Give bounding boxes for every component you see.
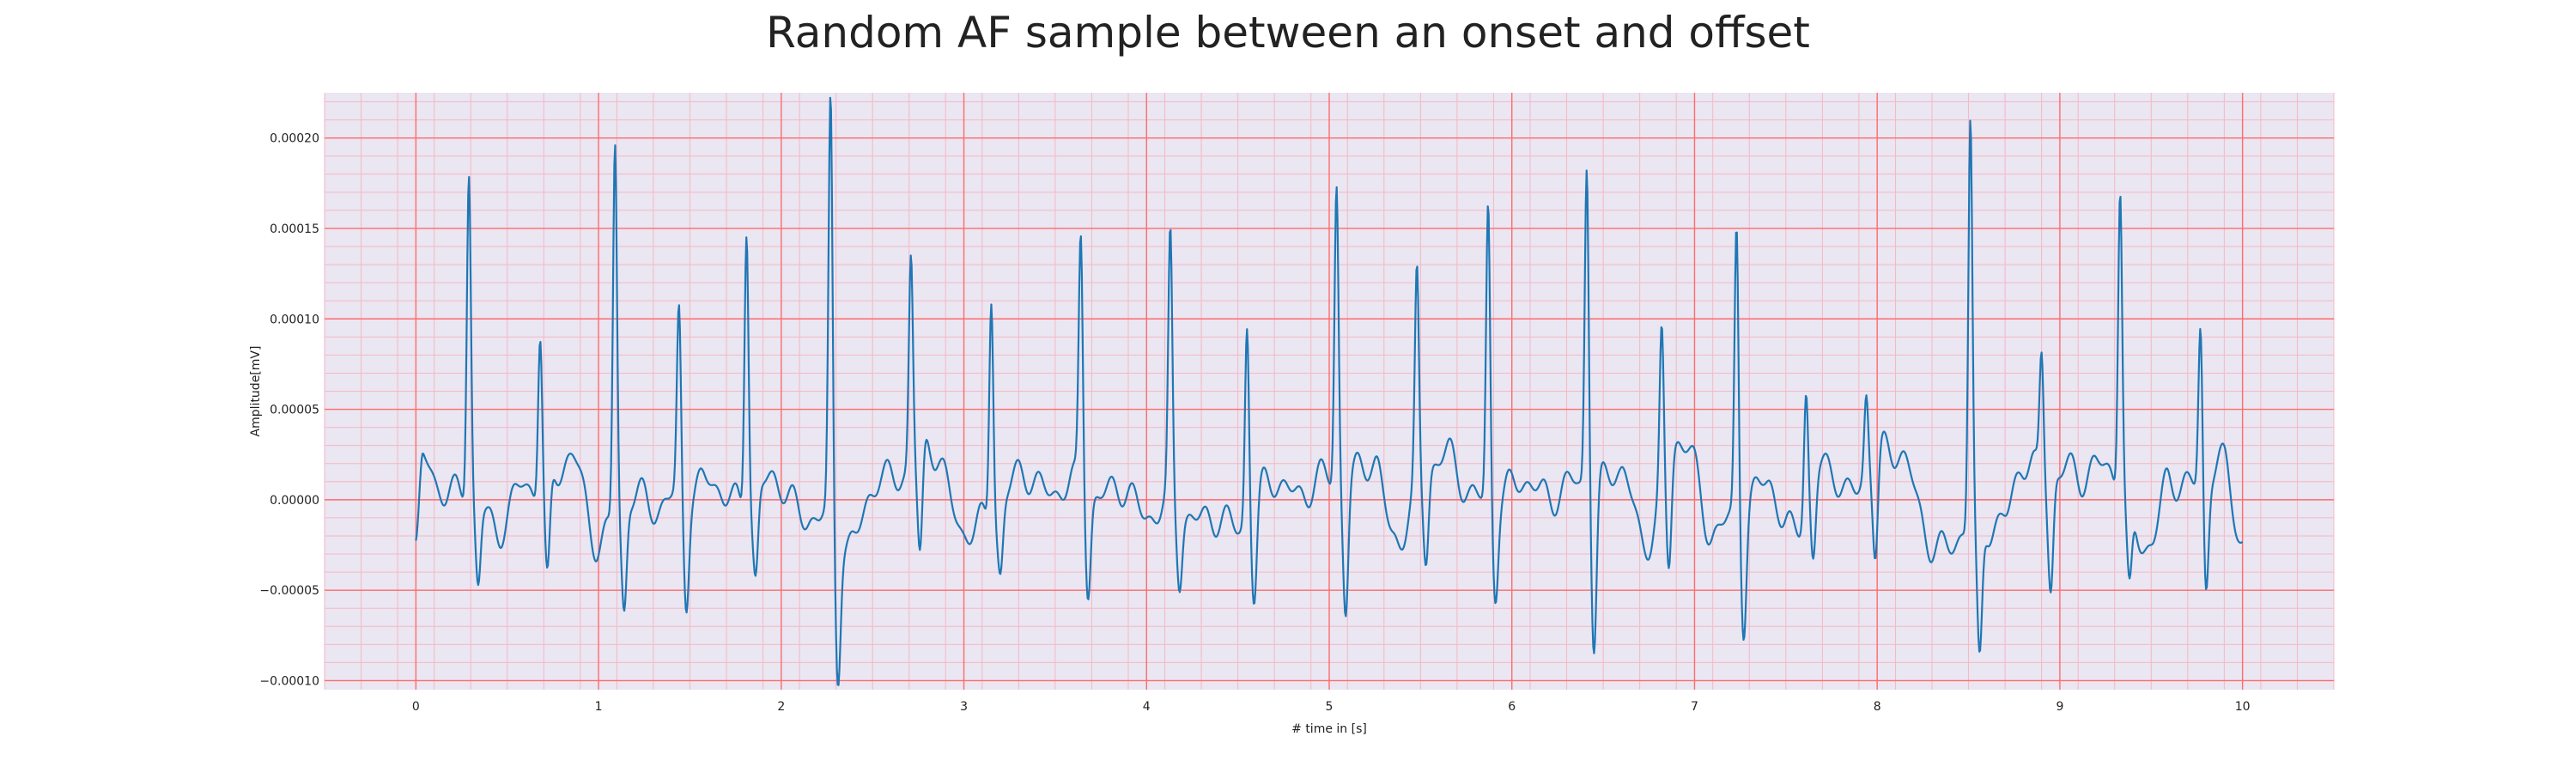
y-axis-label: Amplitude[mV] xyxy=(249,346,263,437)
y-tick-label: 0.00000 xyxy=(270,494,319,508)
y-tick-label: 0.00020 xyxy=(270,132,319,146)
x-tick-labels: 0 1 2 3 4 5 6 7 8 9 10 xyxy=(412,700,2251,714)
x-tick-label: 6 xyxy=(1508,700,1516,714)
x-tick-label: 9 xyxy=(2056,700,2063,714)
y-tick-label: −0.00010 xyxy=(259,674,319,688)
x-tick-label: 3 xyxy=(960,700,968,714)
x-tick-label: 10 xyxy=(2235,700,2251,714)
major-grid xyxy=(325,93,2334,690)
x-tick-label: 2 xyxy=(777,700,785,714)
chart-title: Random AF sample between an onset and of… xyxy=(766,8,1810,58)
x-tick-label: 7 xyxy=(1691,700,1698,714)
y-tick-label: 0.00015 xyxy=(270,222,319,236)
x-tick-label: 1 xyxy=(595,700,603,714)
x-tick-label: 0 xyxy=(412,700,420,714)
y-tick-label: −0.00005 xyxy=(259,584,319,598)
x-tick-label: 8 xyxy=(1874,700,1881,714)
signal-line xyxy=(415,96,2244,686)
y-tick-labels: −0.00010 −0.00005 0.00000 0.00005 0.00010 0.0… xyxy=(259,132,319,689)
x-tick-label: 5 xyxy=(1326,700,1334,714)
y-tick-label: 0.00010 xyxy=(270,313,319,326)
y-tick-label: 0.00005 xyxy=(270,404,319,417)
x-tick-label: 4 xyxy=(1143,700,1151,714)
x-axis-label: # time in [s] xyxy=(1291,722,1367,736)
